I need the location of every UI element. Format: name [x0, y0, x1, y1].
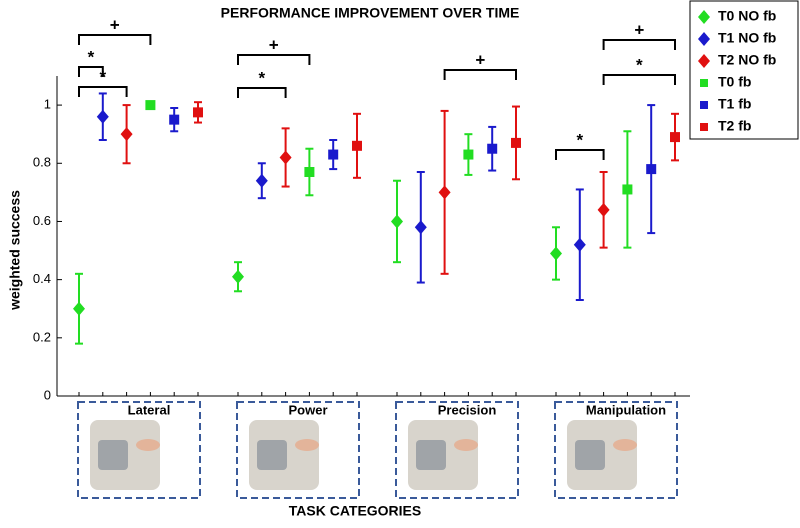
diamond-marker: [232, 269, 244, 284]
category-label: Precision: [438, 402, 497, 417]
square-marker: [304, 167, 315, 177]
y-tick-label: 0.8: [33, 155, 51, 170]
legend-marker: [700, 101, 708, 109]
diamond-marker: [279, 150, 292, 165]
legend-box: [689, 0, 799, 140]
hand-image-finger: [295, 439, 319, 451]
legend-marker: [700, 79, 708, 87]
diamond-marker: [550, 246, 562, 261]
y-tick-label: 1: [44, 97, 51, 112]
square-marker: [670, 132, 680, 143]
significance-label: +: [110, 15, 120, 34]
diamond-marker: [597, 202, 610, 217]
square-marker: [193, 107, 203, 118]
y-tick-label: 0.4: [33, 271, 51, 286]
hand-image-detail: [575, 440, 605, 470]
diamond-marker: [573, 237, 586, 252]
square-marker: [487, 143, 498, 154]
legend-marker: [700, 123, 708, 131]
category-box: [77, 401, 201, 499]
diamond-marker: [391, 214, 403, 229]
legend-label: T0 fb: [718, 74, 751, 90]
category-label: Power: [288, 402, 327, 417]
category-box: [395, 401, 519, 499]
significance-label: *: [88, 47, 95, 66]
significance-bracket: [555, 149, 605, 160]
significance-label: +: [269, 35, 279, 54]
significance-bracket: [78, 86, 128, 97]
diamond-marker: [438, 185, 451, 200]
significance-label: +: [634, 20, 644, 39]
legend-label: T1 NO fb: [718, 30, 776, 46]
diamond-marker: [96, 109, 109, 124]
significance-bracket: [237, 87, 287, 98]
square-marker: [352, 140, 362, 151]
chart-title: PERFORMANCE IMPROVEMENT OVER TIME: [221, 5, 520, 21]
legend-label: T2 NO fb: [718, 52, 776, 68]
significance-bracket: [602, 74, 676, 85]
diamond-marker: [73, 301, 85, 316]
significance-label: *: [258, 68, 265, 87]
significance-label: *: [636, 55, 643, 74]
hand-image-detail: [98, 440, 128, 470]
hand-image-finger: [454, 439, 478, 451]
significance-bracket: [443, 69, 517, 80]
hand-image-finger: [136, 439, 160, 451]
square-marker: [511, 137, 521, 148]
significance-label: *: [576, 130, 583, 149]
square-marker: [328, 149, 339, 160]
hand-image-finger: [613, 439, 637, 451]
square-marker: [622, 184, 633, 195]
diamond-marker: [414, 220, 427, 235]
significance-bracket: [237, 54, 311, 65]
legend-label: T0 NO fb: [718, 8, 776, 24]
y-tick-label: 0.2: [33, 329, 51, 344]
y-tick-label: 0: [44, 387, 51, 402]
significance-label: *: [99, 67, 106, 86]
significance-bracket: [78, 66, 104, 77]
square-marker: [646, 164, 657, 175]
square-marker: [169, 114, 180, 125]
diamond-marker: [255, 173, 268, 188]
legend-label: T2 fb: [718, 118, 751, 134]
x-axis-label: TASK CATEGORIES: [289, 503, 422, 519]
y-tick-label: 0.6: [33, 213, 51, 228]
significance-label: +: [475, 50, 485, 69]
significance-bracket: [602, 39, 676, 50]
legend-label: T1 fb: [718, 96, 751, 112]
y-axis-label: weighted success: [7, 190, 23, 311]
legend-marker: [698, 10, 710, 24]
hand-image-detail: [416, 440, 446, 470]
category-label: Manipulation: [586, 402, 666, 417]
legend-marker: [698, 32, 710, 46]
category-box: [554, 401, 678, 499]
significance-bracket: [78, 34, 152, 45]
legend-marker: [698, 54, 710, 68]
diamond-marker: [120, 127, 133, 142]
square-marker: [145, 100, 156, 111]
hand-image-detail: [257, 440, 287, 470]
category-label: Lateral: [128, 402, 171, 417]
category-box: [236, 401, 360, 499]
square-marker: [463, 149, 474, 160]
